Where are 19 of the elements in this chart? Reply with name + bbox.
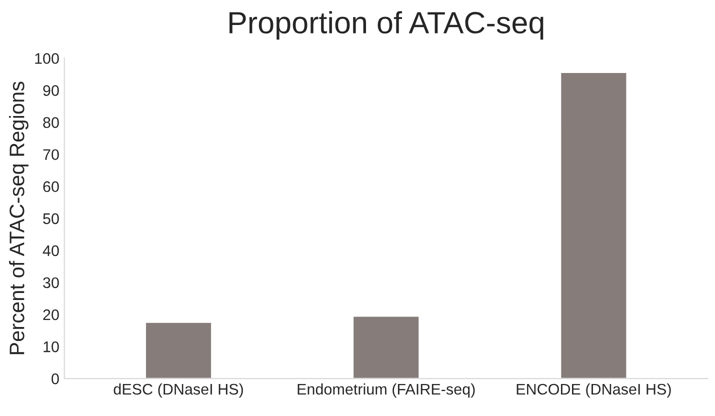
y-tick-label: 90 xyxy=(43,85,59,96)
bar xyxy=(144,321,212,379)
y-tick-label: 60 xyxy=(43,181,59,192)
x-tick-label: dESC (DNaseI HS) xyxy=(114,383,243,398)
y-tick-label: 100 xyxy=(35,53,59,64)
y-tick-label: 40 xyxy=(42,245,59,256)
y-axis-title: Percent of ATAC-seq Regions xyxy=(9,82,28,354)
bar xyxy=(352,315,420,379)
x-tick-label: ENCODE (DNaseI HS) xyxy=(516,383,671,398)
y-tick-label: 10 xyxy=(44,341,59,352)
y-tick-label: 80 xyxy=(43,117,59,128)
bar xyxy=(560,72,628,379)
x-tick-label: Endometrium (FAIRE-seq) xyxy=(298,383,475,398)
y-tick-label: 30 xyxy=(43,277,59,288)
y-tick-label: 50 xyxy=(43,213,59,224)
y-tick-label: 20 xyxy=(43,309,59,320)
y-tick-label: 70 xyxy=(43,149,59,160)
y-tick-label: 0 xyxy=(52,373,59,384)
chart-title: Proportion of ATAC-seq xyxy=(230,11,544,40)
